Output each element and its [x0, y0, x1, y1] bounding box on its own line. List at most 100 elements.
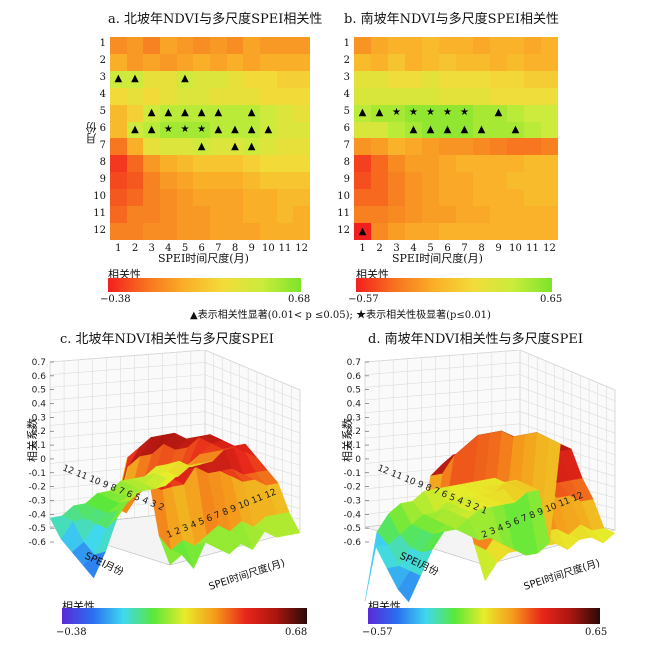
- triangle-marker: ▲: [247, 124, 256, 136]
- star-marker: ★: [180, 124, 190, 136]
- heatmap-cell: [473, 37, 490, 54]
- heatmap-row-label: 5: [99, 106, 106, 118]
- grid-line: [364, 350, 521, 363]
- surface-facet: [364, 531, 389, 602]
- triangle-marker: ▲: [147, 124, 156, 136]
- star-marker: ★: [443, 107, 452, 119]
- z-tick-label: -0.6: [28, 538, 46, 548]
- heatmap-cell: [473, 223, 490, 240]
- heatmap-cell: [226, 223, 244, 240]
- triangle-marker: ▲: [164, 107, 173, 119]
- heatmap-cell: [276, 172, 294, 190]
- heatmap-cell: [473, 189, 490, 207]
- heatmap-col-label: 8: [478, 243, 485, 254]
- heatmap-cell: [490, 87, 507, 105]
- heatmap-cell: [541, 87, 558, 105]
- heatmap-cell: [159, 138, 177, 156]
- triangle-marker: ▲: [214, 107, 223, 119]
- heatmap-cell: [456, 138, 473, 156]
- heatmap-cell: [259, 172, 277, 190]
- heatmap-cell: [110, 172, 127, 190]
- heatmap-cell: [259, 70, 277, 88]
- heatmap-cell: ▲: [209, 104, 227, 122]
- heatmap-row-label: 12: [337, 224, 350, 236]
- heatmap-cell: [388, 53, 405, 71]
- heatmap-row-label: 3: [99, 72, 106, 84]
- heatmap-cell: [354, 138, 371, 156]
- heatmap-row-label: 2: [343, 55, 350, 67]
- heatmap-cell: [456, 172, 473, 190]
- heatmap-cell: [126, 172, 144, 190]
- heatmap-cell: [388, 138, 405, 156]
- heatmap-cell: [143, 53, 160, 71]
- heatmap-cell: ★: [159, 121, 177, 139]
- z-axis: 0.7 0.6 0.5 0.4 0.3 0.2 0.1 0 -0.1 -0.2 -0.3 -0.4 -0…: [343, 358, 369, 548]
- triangle-marker: ▲: [247, 140, 256, 152]
- heatmap-cell: ▲: [110, 70, 127, 88]
- heatmap-cell: [226, 104, 244, 122]
- heatmap-cell: [371, 37, 388, 54]
- heatmap-a: ▲ ▲ ▲ ▲ ▲ ▲ ▲ ▲ ▲ ▲ ▲ ★ ★ ★ ▲ ▲ ▲ ▲ ▲ ▲ ▲: [110, 37, 310, 240]
- heatmap-col-label: 9: [248, 243, 255, 254]
- heatmap-cell: [439, 155, 456, 173]
- heatmap-cell: [293, 87, 310, 105]
- heatmap-cell: [126, 206, 144, 224]
- panel-d-title: d. 南坡年NDVI相关性与多尺度SPEI: [368, 332, 583, 347]
- triangle-marker: ▲: [214, 124, 223, 136]
- heatmap-cell: [490, 155, 507, 173]
- heatmap-cell: [371, 155, 388, 173]
- heatmap-cell: [507, 104, 524, 122]
- heatmap-cell: [490, 206, 507, 224]
- heatmap-cell: [276, 121, 294, 139]
- heatmap-cell: [541, 70, 558, 88]
- heatmap-col-label: 3: [393, 243, 400, 254]
- heatmap-row-label: 3: [343, 72, 350, 84]
- heatmap-cell: [388, 172, 405, 190]
- grid-line: [49, 423, 206, 439]
- heatmap-cell: [126, 37, 144, 54]
- grid-line: [364, 423, 521, 439]
- heatmap-cell: [507, 155, 524, 173]
- heatmap-cell: [388, 189, 405, 207]
- heatmap-cell: ★: [439, 104, 456, 122]
- heatmap-cell: [143, 138, 160, 156]
- grid-line: [204, 411, 301, 445]
- star-marker: ★: [392, 107, 401, 119]
- colorbar-c-min: −0.38: [56, 627, 87, 638]
- heatmap-col-label: 2: [376, 243, 383, 254]
- heatmap-cell: [439, 206, 456, 224]
- heatmap-cell: ▲: [259, 121, 277, 139]
- heatmap-cell: [422, 37, 439, 54]
- triangle-marker: ▲: [231, 124, 239, 136]
- heatmap-cell: [422, 70, 439, 88]
- heatmap-cell: [259, 189, 277, 207]
- colorbar-a-max: 0.68: [288, 294, 311, 305]
- heatmap-cell: [243, 53, 260, 71]
- heatmap-cell: [176, 223, 194, 240]
- triangle-marker: ▲: [231, 140, 239, 152]
- triangle-marker: ▲: [181, 73, 189, 85]
- heatmap-cell: [507, 172, 524, 190]
- heatmap-col-label: 7: [461, 243, 468, 254]
- grid-line: [519, 423, 616, 455]
- heatmap-cell: [143, 70, 160, 88]
- triangle-marker: ▲: [375, 107, 384, 119]
- heatmap-cell: ▲: [456, 121, 473, 139]
- heatmap-cell: [276, 70, 294, 88]
- heatmap-cell: ▲: [226, 121, 244, 139]
- heatmap-cell: ▲: [490, 104, 507, 122]
- heatmap-cell: [259, 104, 277, 122]
- heatmap-cell: [422, 155, 439, 173]
- heatmap-cell: [439, 53, 456, 71]
- heatmap-cell: [354, 172, 371, 190]
- heatmap-cell: [126, 223, 144, 240]
- triangle-marker: ▲: [358, 107, 367, 119]
- heatmap-cell: ▲: [243, 104, 260, 122]
- heatmap-cell: [371, 121, 388, 139]
- heatmap-cell: [405, 223, 422, 240]
- heatmap-row-label: 12: [93, 224, 106, 236]
- triangle-marker: ▲: [358, 225, 367, 237]
- heatmap-cell: [524, 155, 541, 173]
- heatmap-cell: [422, 87, 439, 105]
- heatmap-cell: [490, 121, 507, 139]
